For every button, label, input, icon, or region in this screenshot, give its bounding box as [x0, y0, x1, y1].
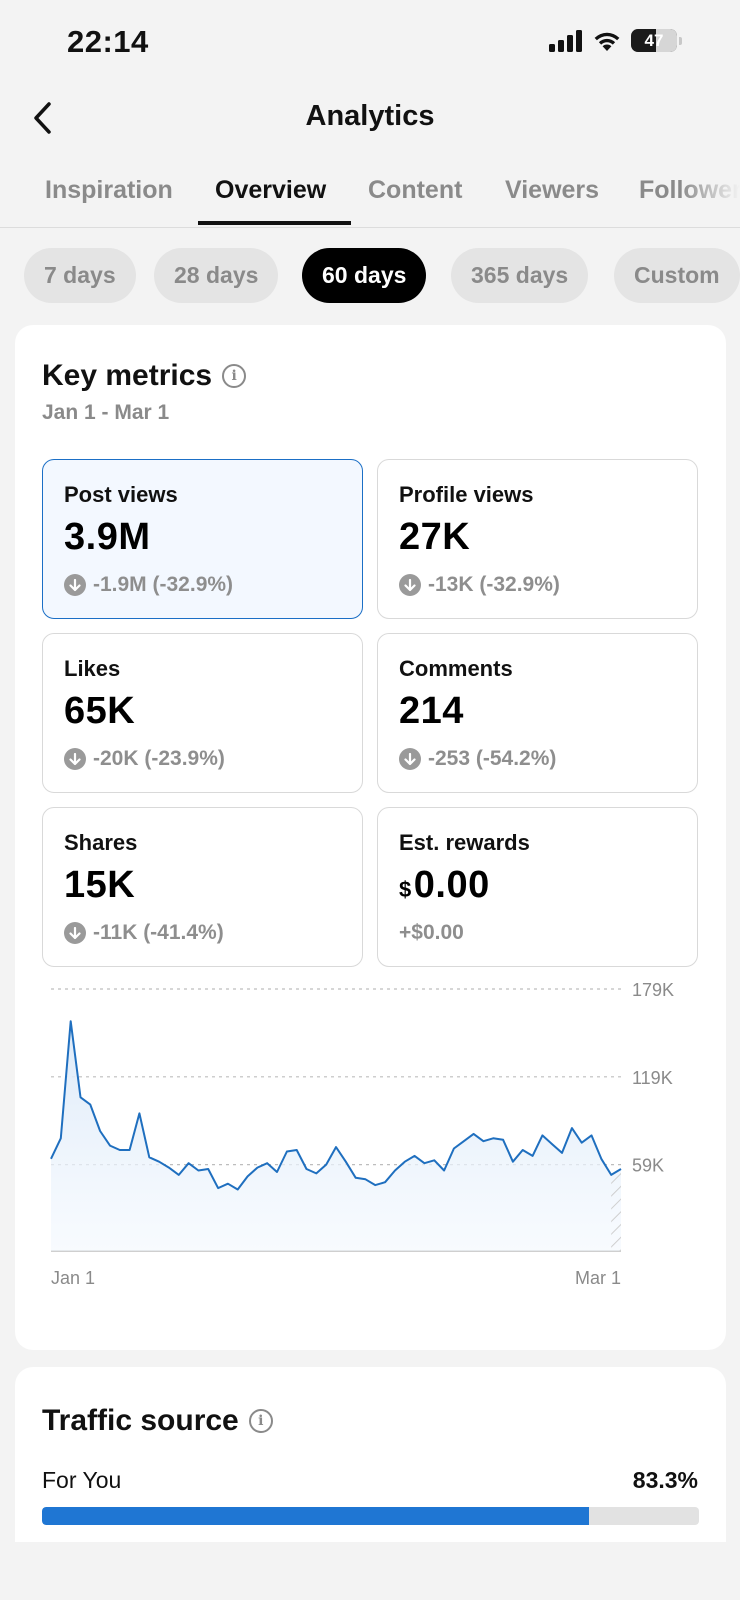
currency-symbol: $	[399, 877, 412, 902]
traffic-source-label: For You	[42, 1467, 122, 1493]
metric-card-profile-views[interactable]: Profile views 27K -13K (-32.9%)	[377, 459, 698, 619]
chart-area-fill	[51, 1021, 621, 1251]
y-tick-label: 179K	[632, 980, 674, 1000]
tab-content[interactable]: Content	[368, 176, 463, 204]
metric-change-text: -1.9M (-32.9%)	[93, 573, 234, 596]
chip-7-days[interactable]: 7 days	[24, 248, 136, 303]
metric-value: 3.9M	[64, 516, 151, 558]
wifi-icon	[594, 32, 620, 51]
metric-change: -13K (-32.9%)	[399, 573, 560, 597]
x-tick-label-end: Mar 1	[575, 1268, 621, 1288]
metric-label: Shares	[64, 830, 138, 855]
metric-change-text: -20K (-23.9%)	[93, 747, 225, 770]
cellular-signal-icon	[549, 29, 582, 52]
metric-change-text: -13K (-32.9%)	[428, 573, 560, 596]
arrow-down-icon	[399, 574, 421, 596]
key-metrics-heading: Key metrics i	[42, 359, 247, 393]
x-tick-label-start: Jan 1	[51, 1268, 95, 1288]
page-title: Analytics	[305, 100, 435, 132]
tab-bar: Inspiration Overview Content Viewers Fol…	[0, 166, 740, 228]
metric-change: -20K (-23.9%)	[64, 747, 225, 771]
info-icon[interactable]: i	[222, 364, 247, 388]
incomplete-data-hatch	[611, 1169, 621, 1251]
metric-change-text: -11K (-41.4%)	[93, 921, 224, 944]
arrow-down-icon	[64, 922, 86, 944]
battery-level: 47	[644, 30, 664, 50]
arrow-down-icon	[64, 748, 86, 770]
key-metrics-title: Key metrics	[42, 359, 213, 392]
metric-card-shares[interactable]: Shares 15K -11K (-41.4%)	[42, 807, 363, 967]
metric-card-post-views[interactable]: Post views 3.9M -1.9M (-32.9%)	[42, 459, 363, 619]
metric-change: -253 (-54.2%)	[399, 747, 556, 771]
status-bar: 22:14 47	[0, 0, 740, 86]
date-range-chips: 7 days 28 days 60 days 365 days Custom	[0, 248, 740, 304]
tab-viewers[interactable]: Viewers	[505, 176, 600, 204]
metric-value: $0.00	[399, 864, 490, 907]
traffic-source-card: Traffic source i For You 83.3%	[15, 1367, 726, 1542]
series-line	[50, 1020, 622, 1191]
y-tick-label: 119K	[632, 1068, 673, 1088]
metric-card-est-rewards[interactable]: Est. rewards $0.00 +$0.00	[377, 807, 698, 967]
arrow-down-icon	[399, 748, 421, 770]
traffic-source-bar	[42, 1507, 699, 1525]
status-icons: 47	[549, 29, 682, 52]
metric-value: 214	[399, 690, 464, 732]
key-metrics-card: Key metrics i Jan 1 - Mar 1 Post views 3…	[15, 325, 726, 1350]
tabs-fade	[680, 166, 740, 226]
arrow-down-icon	[64, 574, 86, 596]
metric-label: Profile views	[399, 482, 534, 507]
metric-label: Comments	[399, 656, 513, 681]
header: Analytics	[0, 90, 740, 148]
traffic-source-bar-fill	[42, 1507, 590, 1525]
metric-card-comments[interactable]: Comments 214 -253 (-54.2%)	[377, 633, 698, 793]
date-range: Jan 1 - Mar 1	[42, 401, 170, 424]
metric-value-amount: 0.00	[413, 864, 490, 906]
post-views-chart[interactable]: 179K 119K 59K Jan 1 Mar 1	[15, 977, 726, 1307]
metric-label: Likes	[64, 656, 121, 681]
metric-change: -11K (-41.4%)	[64, 921, 224, 945]
chevron-left-icon	[34, 102, 51, 134]
chip-365-days[interactable]: 365 days	[451, 248, 589, 303]
tab-overview[interactable]: Overview	[215, 176, 327, 204]
metric-change: -1.9M (-32.9%)	[64, 573, 233, 597]
traffic-source-heading: Traffic source i	[42, 1404, 273, 1438]
metric-label: Est. rewards	[399, 830, 530, 855]
battery-icon: 47	[631, 29, 677, 52]
metric-change: +$0.00	[399, 921, 464, 945]
chip-28-days[interactable]: 28 days	[154, 248, 279, 303]
traffic-source-title: Traffic source	[42, 1404, 239, 1437]
metric-value: 15K	[64, 864, 136, 906]
chip-custom[interactable]: Custom	[614, 248, 740, 303]
metric-value: 27K	[399, 516, 471, 558]
traffic-source-value: 83.3%	[632, 1467, 698, 1493]
metric-card-likes[interactable]: Likes 65K -20K (-23.9%)	[42, 633, 363, 793]
metric-change-text: +$0.00	[399, 921, 464, 944]
metric-change-text: -253 (-54.2%)	[428, 747, 557, 770]
active-tab-indicator	[198, 221, 351, 225]
tab-inspiration[interactable]: Inspiration	[45, 176, 173, 204]
y-tick-label: 59K	[632, 1156, 664, 1176]
info-icon[interactable]: i	[248, 1409, 273, 1433]
chip-60-days[interactable]: 60 days	[302, 248, 427, 303]
metric-value: 65K	[64, 690, 136, 732]
battery-tip	[679, 36, 682, 45]
back-button[interactable]	[22, 96, 62, 140]
status-time: 22:14	[67, 24, 149, 59]
metric-label: Post views	[64, 482, 178, 507]
